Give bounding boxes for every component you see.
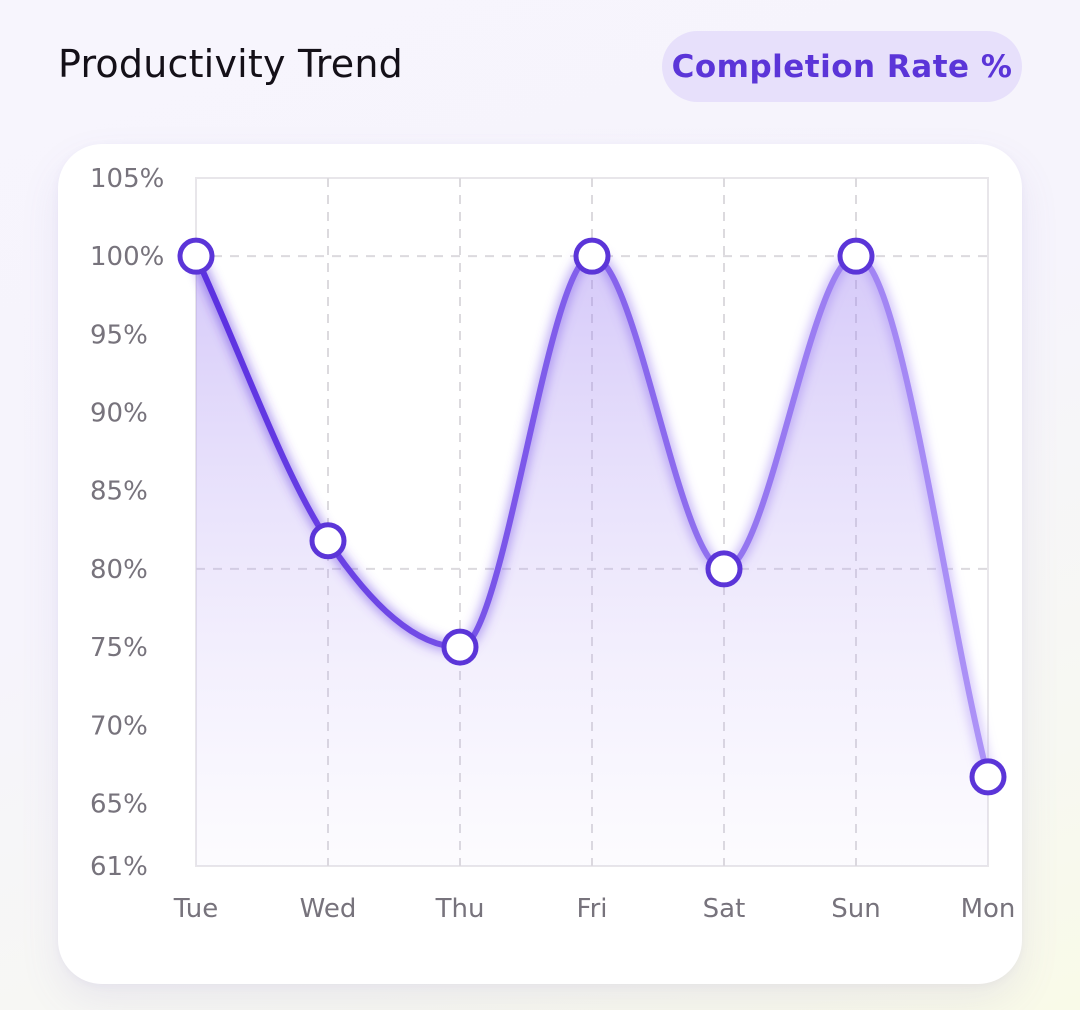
data-points [177,237,1007,796]
x-tick-label: Sat [703,894,746,924]
x-tick-label: Tue [173,894,218,924]
data-point [177,237,215,275]
area-path [196,256,988,866]
data-point [441,628,479,666]
y-tick-label: 65% [90,789,148,819]
area-fill [196,256,988,866]
data-point [309,522,347,560]
data-point [705,550,743,588]
x-tick-label: Sun [831,894,880,924]
data-point [969,758,1007,796]
x-tick-label: Fri [577,894,608,924]
y-tick-label: 85% [90,477,148,507]
y-tick-label: 100% [90,242,164,272]
y-tick-label: 80% [90,555,148,585]
x-axis-ticks: Tue Wed Thu Fri Sat Sun Mon [173,894,1016,924]
y-tick-label: 75% [90,633,148,663]
y-tick-label: 70% [90,711,148,741]
y-tick-label: 95% [90,320,148,350]
y-tick-label: 105% [90,164,164,194]
data-point [573,237,611,275]
x-tick-label: Mon [961,894,1016,924]
metric-badge[interactable]: Completion Rate % [662,31,1022,102]
y-tick-label: 61% [90,852,148,882]
chart-title: Productivity Trend [58,42,403,86]
y-axis-ticks: 105% 100% 95% 90% 85% 80% 75% 70% 65% 61% [90,164,164,882]
x-tick-label: Wed [300,894,357,924]
x-tick-label: Thu [435,894,485,924]
y-tick-label: 90% [90,399,148,429]
data-point [837,237,875,275]
